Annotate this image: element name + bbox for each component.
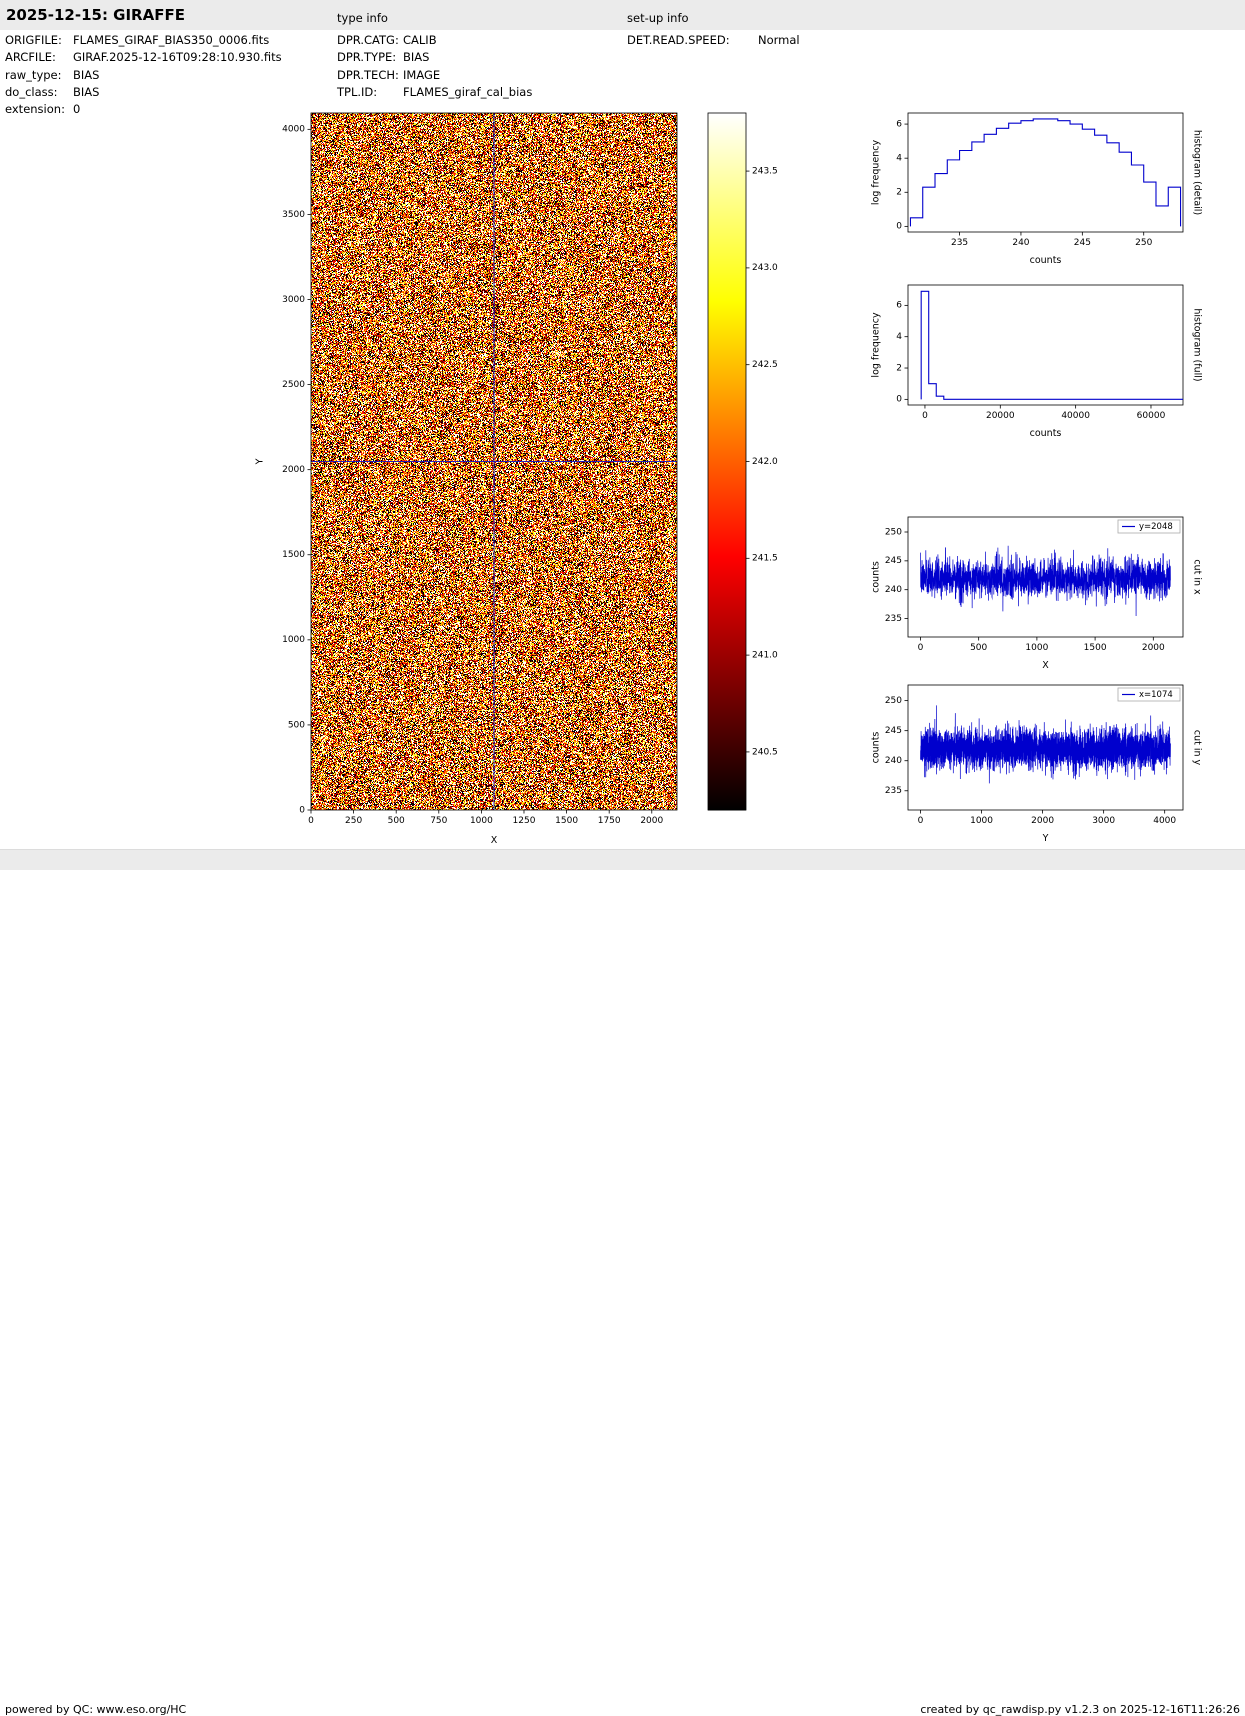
- field-value: 0: [73, 102, 81, 117]
- field-label: extension:: [5, 102, 65, 117]
- field-value: BIAS: [73, 84, 100, 99]
- colorbar: [700, 100, 795, 820]
- field-label: raw_type:: [5, 67, 62, 82]
- setup-info-heading: set-up info: [627, 11, 689, 25]
- histogram-full-plot: [860, 272, 1220, 452]
- field-label: TPL.ID:: [337, 84, 378, 99]
- field-value: BIAS: [403, 50, 430, 65]
- field-value: FLAMES_giraf_cal_bias: [403, 84, 533, 99]
- header-bar: 2025-12-15: GIRAFFE type info set-up inf…: [0, 0, 1245, 30]
- bias-image-plot: [250, 100, 695, 850]
- field-value: FLAMES_GIRAF_BIAS350_0006.fits: [73, 33, 270, 47]
- field-value: BIAS: [73, 67, 100, 82]
- cut-in-y-plot: [860, 672, 1220, 848]
- field-label: ORIGFILE:: [5, 33, 62, 47]
- footer-bar: powered by QC: www.eso.org/HC created by…: [0, 849, 1245, 1716]
- field-label: DPR.TYPE:: [337, 50, 397, 65]
- field-label: DPR.TECH:: [337, 67, 399, 82]
- type-info-heading: type info: [337, 11, 388, 25]
- footer-qc-link: powered by QC: www.eso.org/HC: [5, 1703, 187, 1716]
- field-label: DET.READ.SPEED:: [627, 33, 730, 47]
- field-value: Normal: [758, 33, 800, 47]
- field-value: GIRAF.2025-12-16T09:28:10.930.fits: [73, 50, 282, 65]
- field-value: IMAGE: [403, 67, 441, 82]
- page-title: 2025-12-15: GIRAFFE: [6, 6, 185, 24]
- field-label: do_class:: [5, 84, 58, 99]
- field-label: DPR.CATG:: [337, 33, 399, 47]
- histogram-detail-plot: [860, 100, 1220, 276]
- footer-created-by: created by qc_rawdisp.py v1.2.3 on 2025-…: [920, 1703, 1240, 1716]
- cut-in-x-plot: [860, 504, 1220, 680]
- field-label: ARCFILE:: [5, 50, 56, 65]
- field-value: CALIB: [403, 33, 437, 47]
